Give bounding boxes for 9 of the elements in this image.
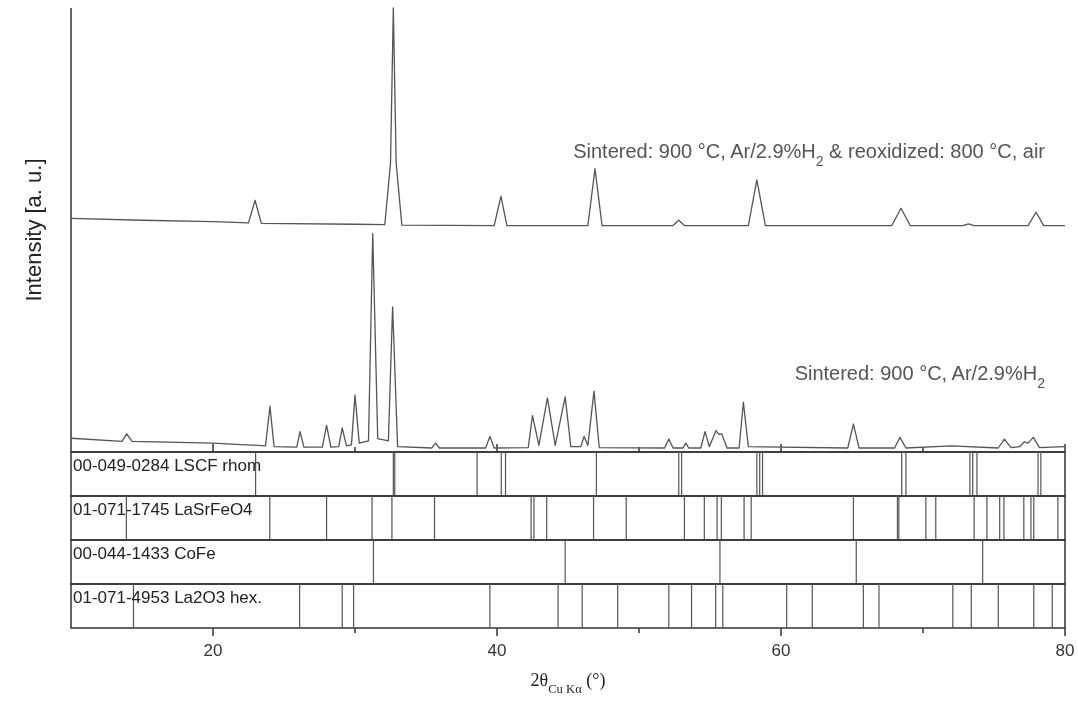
text: Sintered: 900 °C, Ar/2.9%H$_{2}$ — [794, 362, 1046, 392]
x-tick-label: 20 — [203, 641, 223, 660]
y-axis-title: Intensity [a. u.] — [21, 158, 46, 302]
chart-title: 00-044-1433 CoFe — [73, 544, 216, 563]
x-tick-label: 80 — [1055, 641, 1075, 660]
x-tick-label: 60 — [771, 641, 791, 660]
series-label: Sintered: 900 °C, Ar/2.9%H$_{2}$ & reoxidized: 800 °C, air — [573, 139, 1046, 169]
x-tick-label: 40 — [487, 641, 507, 660]
x-axis-title: 2θ$_{Cu Kα}$ (°) — [530, 670, 606, 696]
